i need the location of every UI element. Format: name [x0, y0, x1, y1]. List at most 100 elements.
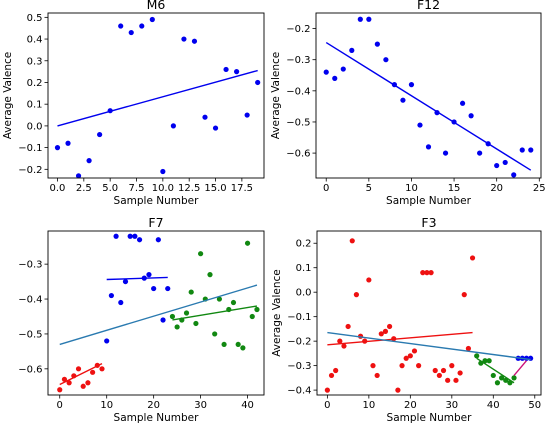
x-tick-label: 12.5 [178, 183, 200, 194]
data-point [54, 145, 61, 151]
trend-line [325, 41, 532, 171]
x-axis-label: Sample Number [114, 195, 200, 207]
data-point [395, 387, 401, 393]
x-tick-label: 25 [533, 183, 546, 194]
data-point [436, 372, 442, 379]
data-point [160, 168, 166, 175]
data-point [440, 367, 447, 374]
data-point [57, 387, 63, 393]
data-point [244, 112, 250, 118]
data-point [477, 150, 483, 156]
x-tick-label: 7.5 [129, 183, 145, 194]
plot-area [316, 230, 542, 396]
data-point [383, 57, 389, 63]
data-point [366, 277, 372, 283]
data-point [328, 372, 335, 379]
data-point [386, 323, 393, 330]
data-point [442, 150, 449, 156]
data-point [249, 313, 255, 320]
data-point [221, 341, 227, 348]
data-point [420, 270, 426, 276]
data-point [474, 353, 480, 359]
data-point [345, 323, 351, 330]
data-point [235, 341, 241, 348]
data-point [370, 363, 376, 369]
data-point [357, 16, 363, 22]
trend-line [327, 331, 531, 361]
data-point [146, 272, 152, 278]
data-point [128, 29, 134, 36]
y-tick-label: 0.1 [27, 100, 43, 111]
data-point [486, 358, 492, 364]
data-point [417, 122, 423, 128]
trend-line [476, 357, 515, 384]
data-point [378, 331, 384, 337]
data-point [333, 367, 339, 374]
y-tick-label: −0.2 [18, 165, 42, 176]
data-point [337, 338, 343, 344]
data-point [193, 320, 199, 327]
data-point [118, 299, 124, 306]
x-tick-label: 0.0 [50, 183, 66, 194]
data-point [428, 270, 434, 276]
y-tick-label: 0.3 [27, 56, 43, 67]
data-point [61, 376, 68, 382]
data-point [461, 292, 467, 298]
y-tick-label: −0.5 [18, 329, 42, 340]
panel-title: F7 [148, 215, 163, 230]
x-tick-label: 40 [241, 400, 254, 411]
data-point [469, 255, 476, 261]
trend-line [57, 69, 258, 127]
data-point [445, 377, 451, 383]
plot-area [315, 12, 542, 179]
data-point [86, 158, 92, 164]
data-point [183, 310, 190, 316]
data-point [66, 380, 72, 386]
data-point [160, 317, 166, 323]
data-point [65, 140, 71, 146]
y-tick-label: −0.2 [286, 24, 310, 35]
data-point [449, 363, 455, 369]
x-tick-label: 0 [323, 183, 329, 194]
panel-title: F12 [417, 0, 440, 12]
panel-title: F3 [421, 215, 436, 230]
trend-line [106, 276, 168, 281]
data-point [468, 113, 474, 119]
data-point [324, 387, 330, 393]
x-tick-label: 0 [324, 400, 330, 411]
data-point [108, 292, 114, 299]
x-tick-label: 0 [57, 400, 63, 411]
data-point [498, 375, 505, 381]
x-tick-label: 2.5 [76, 183, 92, 194]
data-point [374, 372, 380, 379]
chart-panel-f3: F3 0 10 20 30 40 50 −0.4 −0.3 −0.2 −0.1 0.0 0.1 0.2 Sa… [271, 215, 542, 424]
y-tick-label: −0.5 [286, 117, 310, 128]
data-point [349, 238, 355, 244]
data-point [353, 292, 360, 298]
data-point [99, 366, 105, 372]
y-tick-label: 0.1 [296, 263, 312, 274]
data-point [170, 123, 176, 129]
data-point [127, 233, 133, 239]
data-point [181, 36, 187, 42]
data-point [407, 353, 413, 359]
x-tick-label: 30 [194, 400, 207, 411]
data-point [155, 237, 161, 243]
data-point [490, 372, 496, 379]
data-point [340, 66, 346, 72]
x-tick-label: 20 [490, 183, 503, 194]
chart-panel-f12: F12 0 5 10 15 20 25 −0.6 −0.5 −0.4 −0.3 −0.2 Sample … [270, 0, 546, 207]
y-tick-label: 0.5 [27, 13, 43, 24]
data-point [198, 251, 204, 257]
data-point [465, 345, 472, 352]
data-point [453, 377, 459, 383]
y-tick-label: 0.2 [27, 78, 43, 89]
y-axis-label: Average Valence [270, 52, 282, 140]
data-point [97, 131, 103, 138]
data-point [408, 82, 415, 88]
data-point [424, 270, 430, 276]
data-point [132, 233, 138, 239]
x-tick-label: 15.0 [204, 183, 226, 194]
plot-area [47, 230, 265, 396]
data-point [403, 355, 409, 361]
